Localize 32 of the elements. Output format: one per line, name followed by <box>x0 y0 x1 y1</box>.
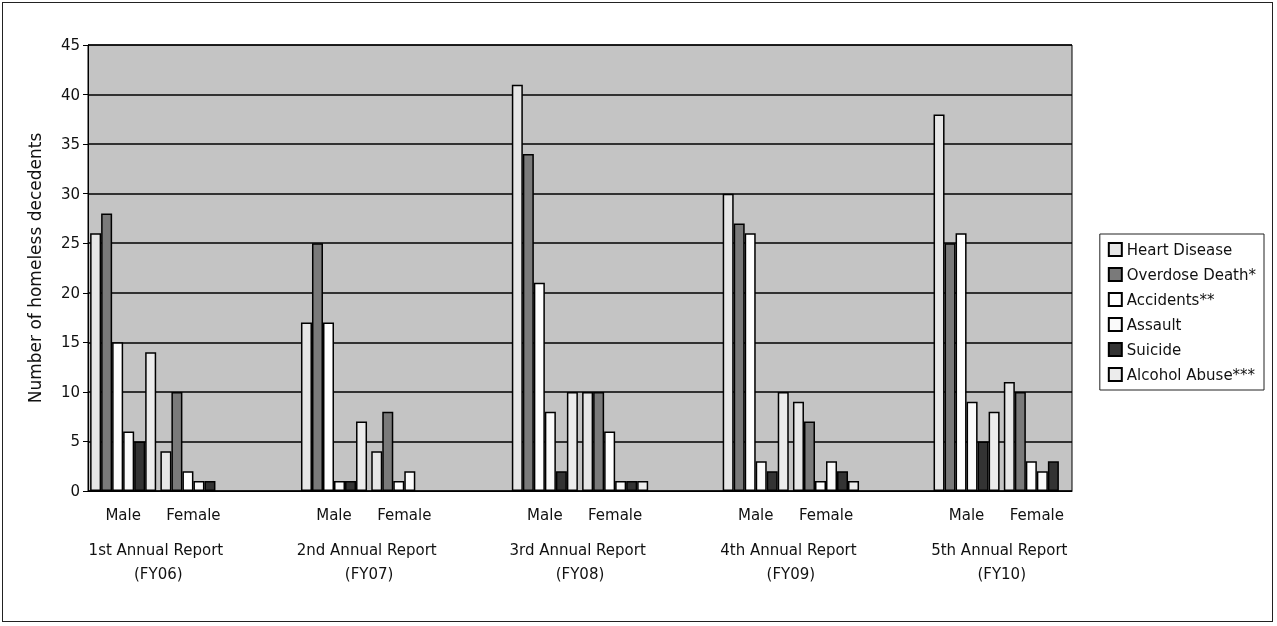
y-tick-label: 0 <box>70 482 80 500</box>
y-tick-label: 25 <box>60 234 80 253</box>
x-tick-label: Female <box>166 505 221 524</box>
text: 1st Annual Report (FY06) <box>88 541 228 583</box>
y-tick-label: 5 <box>70 432 80 451</box>
legend-label: Accidents** <box>1126 290 1215 309</box>
legend-label: Suicide <box>1126 340 1182 359</box>
y-axis-title: Number of homeless decedents <box>24 132 45 404</box>
text: 2nd Annual Report (FY07) <box>296 541 442 583</box>
y-tick-label: 40 <box>60 85 80 104</box>
legend-label: Alcohol Abuse*** <box>1126 365 1256 384</box>
legend-label: Overdose Death* <box>1126 265 1257 284</box>
x-tick-label: Female <box>588 505 643 524</box>
y-tick-label: 35 <box>60 135 80 154</box>
text: 5th Annual Report (FY10) <box>931 541 1073 583</box>
y-tick-label: 30 <box>60 184 80 203</box>
x-tick-label: Male <box>948 505 985 524</box>
x-tick-label: Male <box>316 505 352 524</box>
legend-label: Heart Disease <box>1126 240 1233 259</box>
text: 4th Annual Report (FY09) <box>720 541 862 583</box>
x-tick-label: Female <box>377 505 432 524</box>
x-tick-label: Female <box>798 505 854 524</box>
y-tick-label: 10 <box>60 382 80 401</box>
x-tick-label: Male <box>527 505 563 524</box>
y-tick-label: 20 <box>60 283 80 302</box>
legend-label: Assault <box>1126 315 1182 334</box>
y-tick-label: 15 <box>60 333 80 352</box>
text: 3rd Annual Report (FY08) <box>509 541 651 583</box>
x-tick-label: Male <box>105 505 141 524</box>
x-tick-label: Female <box>1009 505 1064 524</box>
y-tick-label: 45 <box>60 36 80 54</box>
x-tick-label: Male <box>737 505 774 524</box>
